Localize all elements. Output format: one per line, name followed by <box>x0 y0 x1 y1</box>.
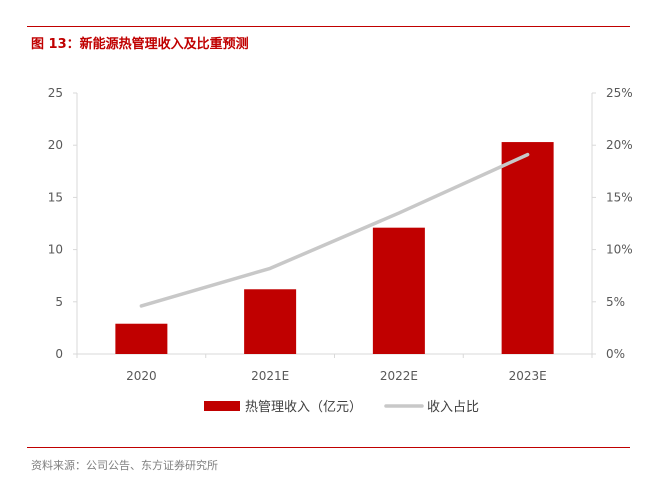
y-tick-label-left: 20 <box>48 138 63 152</box>
figure-title: 图 13：新能源热管理收入及比重预测 <box>31 37 249 52</box>
revenue-bar <box>372 227 425 354</box>
title-rule <box>27 26 630 27</box>
source-note: 资料来源：公司公告、东方证券研究所 <box>31 459 218 472</box>
revenue-bar <box>501 142 554 354</box>
legend-label-line: 收入占比 <box>427 400 479 415</box>
y-tick-label-left: 15 <box>48 190 63 204</box>
source-rule <box>27 447 630 448</box>
y-tick-label-left: 10 <box>48 243 63 257</box>
y-tick-label-left: 5 <box>55 295 63 309</box>
x-tick-label: 2021E <box>251 369 289 383</box>
revenue-bar <box>115 323 168 354</box>
x-tick-label: 2023E <box>509 369 547 383</box>
revenue-bar <box>244 289 297 354</box>
y-tick-label-right: 20% <box>606 138 633 152</box>
legend-label-bar: 热管理收入（亿元） <box>245 400 362 415</box>
y-tick-label-right: 0% <box>606 347 625 361</box>
x-tick-label: 2020 <box>126 369 157 383</box>
y-tick-label-left: 25 <box>48 86 63 100</box>
y-tick-label-right: 10% <box>606 243 633 257</box>
y-tick-label-right: 5% <box>606 295 625 309</box>
legend-swatch-bar <box>204 401 240 411</box>
y-tick-label-right: 25% <box>606 86 633 100</box>
y-tick-label-left: 0 <box>55 347 63 361</box>
x-tick-label: 2022E <box>380 369 418 383</box>
share-line <box>139 152 530 308</box>
y-tick-label-right: 15% <box>606 190 633 204</box>
